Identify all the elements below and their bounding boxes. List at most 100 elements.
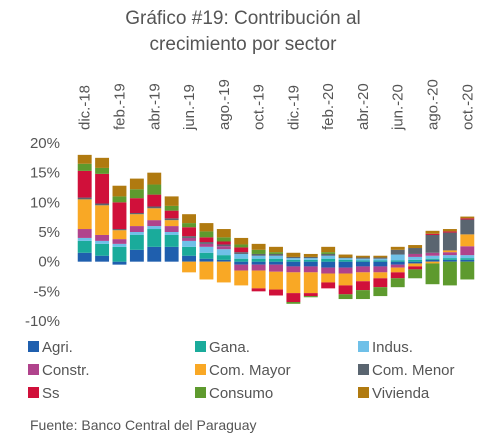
bar-segment [442,229,457,232]
bar-segment [460,259,475,262]
bar-segment [390,267,405,273]
bar-segment [460,261,475,280]
bar-segment [425,258,440,260]
bar-segment [112,202,127,230]
bar-segment [129,234,144,250]
bar-segment [338,258,353,260]
bar-segment [356,258,370,261]
bar-segment [390,249,405,255]
bar-segment [147,246,162,262]
bar-segment [408,253,423,257]
bar-segment [251,288,266,292]
bar-segment [129,189,144,199]
bar-segment [251,258,266,262]
legend-label: Indus. [372,339,413,356]
bar-segment [199,223,214,232]
bar-segment [199,261,214,280]
x-tick-label: oct.-19 [251,84,268,130]
bar-segment [182,237,196,241]
bar-segment [425,234,440,253]
bar-segment [182,261,196,273]
bar-segment [303,266,318,273]
bar-segment [373,278,388,288]
bar-segment [147,220,162,227]
bar-segment [425,261,440,264]
legend-label: Vivienda [372,385,430,402]
bar-segment [251,264,266,271]
bar-segment [164,210,179,219]
bar-segment [112,229,127,231]
bar-segment [303,259,318,262]
bar-segment [216,241,231,245]
bar-segment [95,157,110,168]
bar-segment [321,258,336,262]
bar-segment [269,253,283,256]
bar-segment [425,230,440,234]
x-tick-label: feb.-19 [111,83,128,130]
bar-segment [95,234,110,241]
bar-segment [356,261,370,267]
legend-swatch [195,387,206,398]
bar-segment [164,218,179,221]
bar-segment [425,263,440,285]
bar-segment [269,258,283,262]
bar-segment [286,293,301,303]
bar-segment [234,261,249,265]
y-tick-label: -10% [25,313,60,330]
bar-segment [321,261,336,268]
bar-segment [338,285,353,295]
bar-segment [356,266,370,273]
bar-segment [112,185,127,197]
bar-segment [182,227,196,237]
bar-segment [442,258,457,260]
bar-segment [77,199,92,230]
bar-segment [338,259,353,262]
bar-segment [460,255,475,259]
bar-segment [95,167,110,174]
bar-segment [390,246,405,250]
bar-segment [269,289,283,296]
bar-segment [286,272,301,294]
bar-segment [286,266,301,273]
bar-segment [251,270,266,289]
bar-segment [408,261,423,264]
bar-segment [112,261,127,265]
bar-segment [77,237,92,241]
bar-segment [408,266,423,270]
legend-swatch [195,364,206,375]
bar-segment [199,258,214,262]
bar-segment [408,269,423,279]
bar-segment [129,214,144,227]
x-tick-label: ago.-19 [216,79,233,130]
bar-segment [321,267,336,274]
legend-label: Ss [42,385,60,402]
bar-segment [199,252,214,259]
bar-segment [338,257,353,259]
bar-segment [216,244,231,247]
source: Fuente: Banco Central del Paraguay [30,417,256,433]
bar-segment [95,205,110,235]
bar-segment [303,253,318,257]
bar-segment [234,264,249,271]
y-tick-label: 5% [38,224,60,241]
bar-segment [356,281,370,291]
bar-segment [216,229,231,238]
bar-segment [373,255,388,258]
bar-segment [129,178,144,190]
bar-segment [408,245,423,249]
bar-segment [442,261,457,286]
x-tick-label: dic.-19 [285,85,302,130]
bar-segment [95,240,110,244]
bar-segment [147,206,162,209]
bar-segment [442,255,457,259]
bar-segment [234,244,249,248]
bar-segment [286,252,301,257]
bar-segment [77,154,92,164]
x-tick-label: oct.-20 [459,84,476,130]
y-tick-label: 15% [30,165,60,182]
bar-segment [442,232,457,251]
bar-segment [269,261,283,265]
bar-segment [182,255,196,262]
chart-title: crecimiento por sector [150,34,338,55]
